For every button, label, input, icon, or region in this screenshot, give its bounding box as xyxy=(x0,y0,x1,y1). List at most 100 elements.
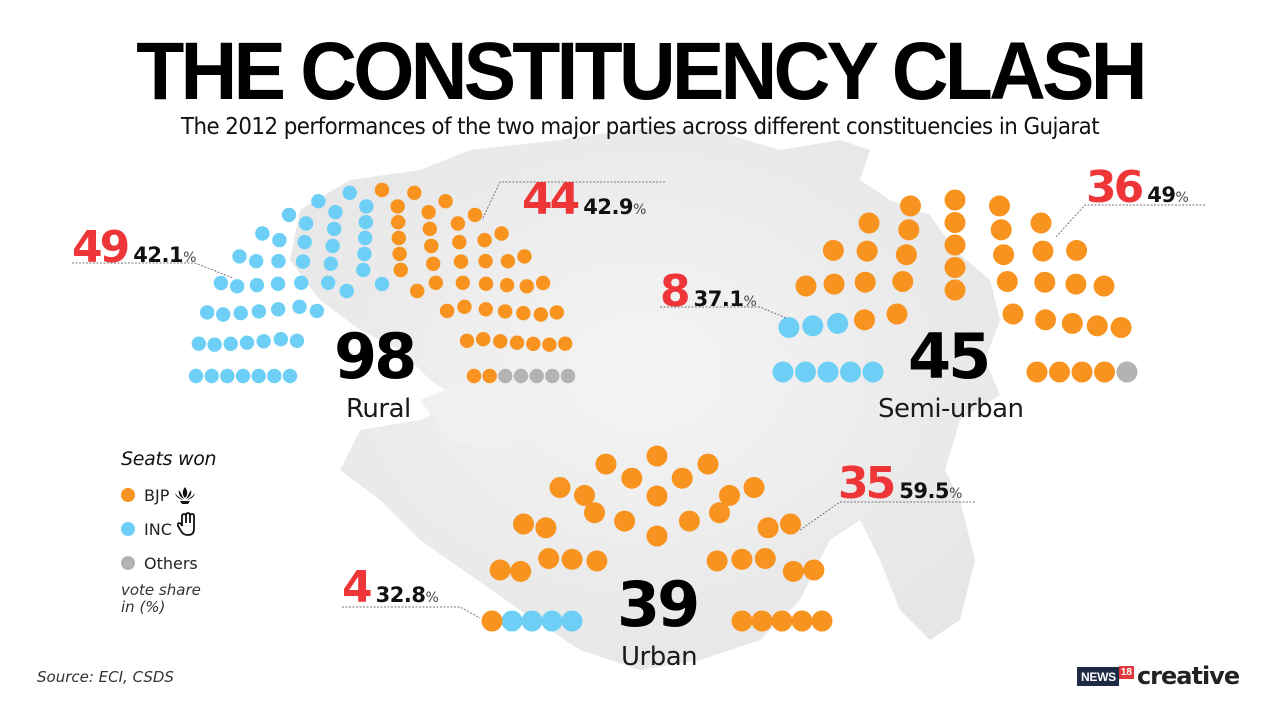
seat-dot-bjp xyxy=(1065,273,1087,295)
seat-dot-bjp xyxy=(898,219,920,241)
seat-dot-others xyxy=(560,368,576,384)
seat-dot-bjp xyxy=(586,550,608,572)
seat-dot-bjp xyxy=(993,244,1015,266)
seat-dot-bjp xyxy=(697,453,719,475)
seat-dot-bjp xyxy=(754,548,776,569)
seat-dot-bjp xyxy=(499,277,515,293)
seat-dot-inc xyxy=(282,368,298,384)
seat-dot-inc xyxy=(230,279,245,294)
others-swatch xyxy=(121,556,135,570)
seat-dot-bjp xyxy=(944,189,966,211)
semi-urban-bjp-share: 49% xyxy=(1147,183,1189,207)
seat-dot-inc xyxy=(358,230,373,246)
seat-dot-bjp xyxy=(646,485,668,507)
seat-dot-bjp xyxy=(421,205,436,220)
urban-total: 39 xyxy=(617,568,700,641)
seat-dot-inc xyxy=(255,226,270,241)
seat-dot-inc xyxy=(840,361,861,383)
seat-dot-inc xyxy=(233,305,248,321)
seat-dot-inc xyxy=(191,336,206,351)
seat-dot-inc xyxy=(298,216,314,231)
seat-dot-inc xyxy=(200,305,215,320)
seat-dot-inc xyxy=(561,610,583,632)
seat-dot-bjp xyxy=(438,194,453,209)
seat-dot-bjp xyxy=(795,275,817,297)
seat-dot-bjp xyxy=(1026,361,1048,383)
seat-dot-bjp xyxy=(1032,240,1054,262)
seat-dot-bjp xyxy=(584,502,605,524)
lotus-icon xyxy=(175,487,196,504)
seat-dot-inc xyxy=(327,221,342,237)
seat-dot-bjp xyxy=(476,332,491,347)
seat-dot-bjp xyxy=(944,257,966,278)
seat-dot-inc xyxy=(772,361,794,383)
seat-dot-bjp xyxy=(621,467,643,489)
seat-dot-inc xyxy=(281,207,297,223)
seat-dot-bjp xyxy=(1066,239,1088,261)
seat-dot-inc xyxy=(342,185,357,200)
seat-dot-inc xyxy=(267,368,282,384)
rural-inc-callout: 49 42.1% xyxy=(72,226,196,270)
seat-dot-bjp xyxy=(477,232,492,248)
semi-urban-bjp-callout: 36 49% xyxy=(1086,166,1189,210)
seat-dot-bjp xyxy=(467,207,483,223)
source-note: Source: ECI, CSDS xyxy=(37,668,174,686)
seat-dot-bjp xyxy=(533,307,548,322)
seat-dot-bjp xyxy=(407,185,422,200)
seat-dot-bjp xyxy=(390,199,405,214)
seat-dot-inc xyxy=(359,199,374,214)
seat-dot-bjp xyxy=(1034,271,1056,293)
seat-dot-bjp xyxy=(494,226,509,241)
seat-dot-inc xyxy=(232,249,247,264)
semi-urban-total: 45 xyxy=(908,320,991,393)
seat-dot-bjp xyxy=(516,305,531,321)
seat-dot-bjp xyxy=(751,610,773,632)
seat-dot-bjp xyxy=(822,239,844,261)
seat-dot-bjp xyxy=(989,195,1010,217)
seat-dot-bjp xyxy=(646,445,668,467)
seat-dot-inc xyxy=(204,368,219,384)
seat-dot-bjp xyxy=(426,256,441,271)
legend-note: vote share in (%) xyxy=(121,581,201,616)
news18-creative-logo: NEWS 18 creative xyxy=(1077,662,1240,690)
seat-dot-inc xyxy=(795,361,816,383)
seat-dot-bjp xyxy=(453,254,469,269)
legend-title: Seats won xyxy=(121,448,217,470)
seat-dot-bjp xyxy=(538,548,560,569)
seat-dot-bjp xyxy=(481,610,503,632)
seat-dot-bjp xyxy=(450,216,466,231)
seat-dot-inc xyxy=(541,610,563,632)
seat-dot-bjp xyxy=(1110,317,1132,338)
seat-dot-bjp xyxy=(1049,361,1070,383)
semi-urban-inc-seats: 8 xyxy=(660,266,691,317)
seat-dot-bjp xyxy=(719,484,740,506)
urban-label: Urban xyxy=(621,642,698,672)
seat-dot-bjp xyxy=(1094,361,1115,383)
seat-dot-bjp xyxy=(595,453,617,475)
seat-dot-bjp xyxy=(455,275,470,290)
seat-dot-bjp xyxy=(478,253,493,269)
seat-dot-bjp xyxy=(513,513,534,535)
seat-dot-inc xyxy=(249,277,265,293)
seat-dot-inc xyxy=(251,304,267,319)
seat-dot-inc xyxy=(216,307,231,322)
seat-dot-bjp xyxy=(478,276,494,291)
seat-dot-others xyxy=(529,368,544,384)
seat-dot-bjp xyxy=(478,302,493,317)
seat-dot-inc xyxy=(778,317,800,338)
seat-dot-inc xyxy=(223,336,238,351)
seat-dot-inc xyxy=(239,335,255,350)
seat-dot-bjp xyxy=(1071,361,1093,383)
seat-dot-bjp xyxy=(1002,303,1024,325)
seat-dot-bjp xyxy=(452,234,467,250)
seat-dot-bjp xyxy=(731,548,753,570)
seat-dot-bjp xyxy=(391,230,406,246)
seat-dot-bjp xyxy=(743,477,765,498)
seat-dot-inc xyxy=(248,254,264,269)
seat-dot-bjp xyxy=(510,560,532,582)
seat-dot-inc xyxy=(328,205,343,220)
seat-dot-bjp xyxy=(391,215,406,230)
seat-dot-bjp xyxy=(854,271,876,293)
seat-dot-inc xyxy=(339,283,354,299)
